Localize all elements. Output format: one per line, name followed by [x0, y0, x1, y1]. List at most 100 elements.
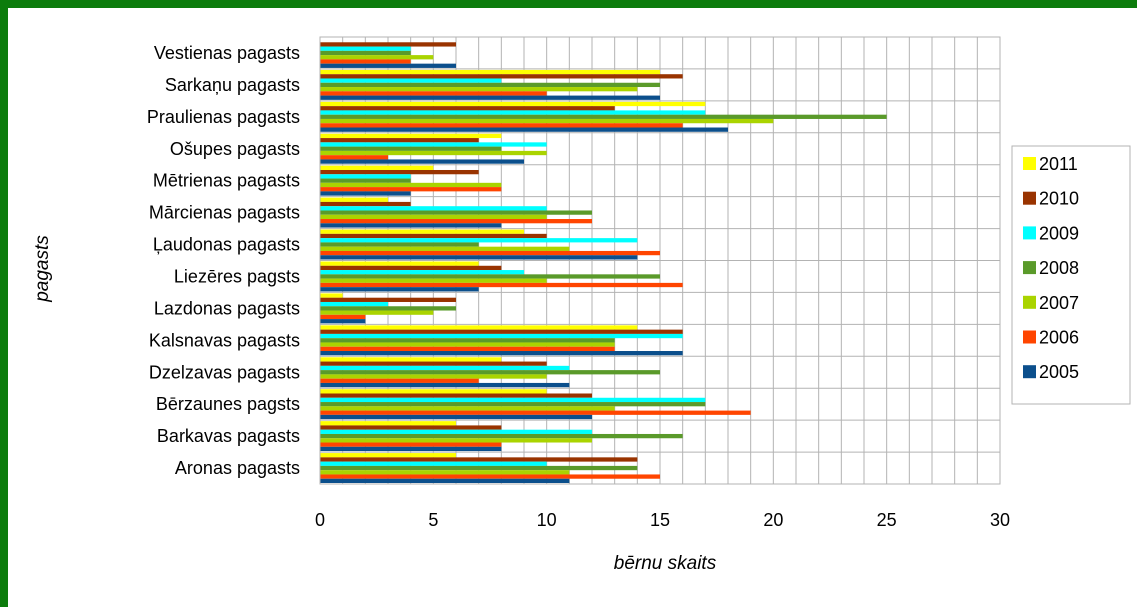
bar-2011 — [320, 293, 343, 298]
bar-2005 — [320, 255, 638, 260]
bar-2011 — [320, 101, 706, 107]
bar-2005 — [320, 223, 502, 228]
bar-2010 — [320, 329, 683, 334]
y-tick-label: Lazdonas pagasts — [154, 298, 300, 318]
bar-2010 — [320, 425, 502, 430]
bar-2007 — [320, 246, 570, 251]
bar-2006 — [320, 219, 592, 224]
bar-2008 — [320, 465, 638, 471]
y-tick-label: Barkavas pagasts — [157, 426, 300, 446]
bar-2010 — [320, 201, 411, 207]
bar-2009 — [320, 429, 592, 434]
legend-label: 2008 — [1039, 258, 1079, 278]
y-tick-label: Sarkaņu pagasts — [165, 75, 300, 95]
y-tick-label: Mētrienas pagasts — [153, 171, 300, 191]
legend-swatch-2005 — [1023, 365, 1036, 379]
y-tick-label: Ošupes pagasts — [170, 139, 300, 159]
legend-swatch-2007 — [1023, 295, 1036, 309]
bar-2008 — [320, 178, 411, 183]
bar-2007 — [320, 342, 615, 347]
bar-2011 — [320, 229, 524, 234]
legend-label: 2010 — [1039, 189, 1079, 209]
legend-swatch-2009 — [1023, 226, 1036, 240]
bar-2005 — [320, 414, 592, 420]
bar-2008 — [320, 50, 411, 56]
bar-2011 — [320, 325, 638, 330]
y-tick-label: Aronas pagasts — [175, 458, 300, 478]
bar-2005 — [320, 159, 524, 164]
bar-2011 — [320, 133, 502, 139]
bar-2009 — [320, 461, 547, 466]
bar-2006 — [320, 187, 502, 192]
bar-2009 — [320, 206, 547, 211]
legend-label: 2006 — [1039, 328, 1079, 348]
bar-2005 — [320, 127, 728, 132]
bar-2005 — [320, 287, 479, 292]
bar-2007 — [320, 438, 592, 443]
y-tick-label: Praulienas pagasts — [147, 107, 300, 127]
bar-2011 — [320, 69, 660, 75]
bar-2009 — [320, 333, 683, 339]
bar-2008 — [320, 402, 706, 407]
legend-swatch-2008 — [1023, 261, 1036, 275]
legend-swatch-2006 — [1023, 330, 1036, 344]
bar-2006 — [320, 474, 660, 479]
bar-2009 — [320, 46, 411, 51]
bar-2008 — [320, 274, 660, 279]
bar-2010 — [320, 393, 592, 398]
bar-2011 — [320, 357, 502, 362]
bar-2005 — [320, 446, 502, 452]
bar-2006 — [320, 442, 502, 447]
bar-2007 — [320, 214, 547, 220]
bar-2009 — [320, 397, 706, 403]
bar-2007 — [320, 374, 547, 379]
bar-2009 — [320, 270, 524, 275]
x-tick-label: 0 — [315, 510, 325, 530]
bar-2007 — [320, 406, 615, 411]
bar-2010 — [320, 138, 479, 143]
bar-2010 — [320, 297, 456, 302]
legend-label: 2005 — [1039, 362, 1079, 382]
y-tick-label: Liezēres pagsts — [174, 266, 300, 286]
legend-label: 2011 — [1039, 154, 1078, 174]
bar-2007 — [320, 118, 774, 124]
bar-2007 — [320, 182, 502, 188]
bar-2007 — [320, 87, 638, 92]
x-tick-labels: 0 5 10 15 20 25 30 — [315, 510, 1010, 530]
bar-2010 — [320, 74, 683, 79]
bar-2006 — [320, 314, 366, 320]
bar-2008 — [320, 82, 660, 88]
bar-2011 — [320, 389, 547, 394]
bar-2005 — [320, 319, 366, 324]
bar-2005 — [320, 351, 683, 356]
bar-2009 — [320, 301, 388, 307]
x-tick-label: 20 — [763, 510, 783, 530]
y-tick-label: Dzelzavas pagasts — [149, 362, 300, 382]
bar-2009 — [320, 238, 638, 243]
bar-2010 — [320, 106, 615, 111]
bar-2010 — [320, 42, 456, 47]
bar-2005 — [320, 63, 456, 68]
x-axis-title: bērnu skaits — [614, 553, 717, 574]
y-axis-title: pagasts — [32, 235, 53, 303]
legend-label: 2007 — [1039, 293, 1079, 313]
y-tick-labels: Vestienas pagasts Sarkaņu pagasts Praulien… — [147, 43, 300, 478]
y-tick-label: Mārcienas pagasts — [149, 203, 300, 223]
bar-2005 — [320, 382, 570, 388]
x-tick-label: 10 — [537, 510, 557, 530]
bar-2007 — [320, 470, 570, 475]
x-tick-label: 5 — [428, 510, 438, 530]
bar-2010 — [320, 457, 638, 462]
bar-2006 — [320, 346, 615, 352]
plot-area-border — [319, 36, 1001, 485]
bar-2007 — [320, 55, 434, 60]
bar-2009 — [320, 110, 706, 115]
x-tick-label: 15 — [650, 510, 670, 530]
legend-label: 2009 — [1039, 223, 1079, 243]
y-tick-label: Ļaudonas pagasts — [153, 235, 300, 255]
y-tick-label: Vestienas pagasts — [154, 43, 300, 63]
legend-box — [1011, 145, 1131, 405]
legend-swatch-2010 — [1023, 191, 1036, 205]
bar-2006 — [320, 250, 660, 256]
